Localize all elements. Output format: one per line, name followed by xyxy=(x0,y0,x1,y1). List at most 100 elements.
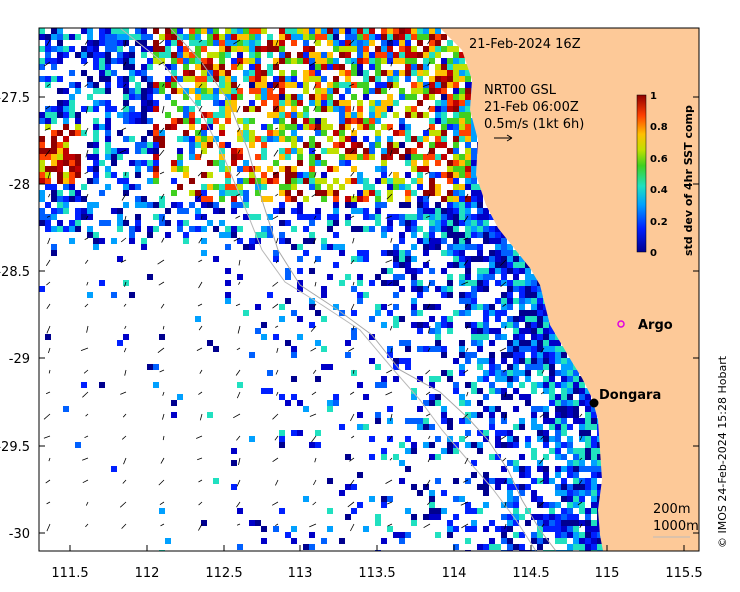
sst-pixel xyxy=(399,184,405,190)
sst-pixel xyxy=(357,112,363,118)
sst-pixel xyxy=(261,178,267,184)
sst-pixel xyxy=(117,34,123,40)
sst-pixel xyxy=(279,136,285,142)
sst-pixel xyxy=(381,34,387,40)
current-arrow xyxy=(233,413,241,419)
sst-pixel xyxy=(447,208,453,214)
current-arrow xyxy=(538,457,545,465)
sst-pixel xyxy=(399,460,405,466)
sst-pixel xyxy=(405,262,411,268)
sst-pixel xyxy=(411,268,417,274)
sst-pixel xyxy=(429,304,435,310)
current-arrow xyxy=(427,281,431,289)
sst-pixel xyxy=(477,448,483,454)
sst-pixel xyxy=(171,28,177,34)
sst-pixel xyxy=(555,526,561,532)
sst-pixel xyxy=(297,280,303,286)
sst-pixel xyxy=(393,112,399,118)
sst-pixel xyxy=(303,250,309,256)
current-arrow xyxy=(121,105,127,111)
sst-pixel xyxy=(165,52,171,58)
sst-pixel xyxy=(417,214,423,220)
sst-pixel xyxy=(249,106,255,112)
sst-pixel xyxy=(447,70,453,76)
sst-pixel xyxy=(357,172,363,178)
sst-pixel xyxy=(45,148,51,154)
sst-pixel xyxy=(207,202,213,208)
current-arrow xyxy=(428,237,431,242)
sst-pixel xyxy=(351,370,357,376)
sst-pixel xyxy=(369,280,375,286)
sst-pixel xyxy=(483,214,489,220)
y-tick: -28 xyxy=(9,178,699,193)
sst-pixel xyxy=(159,508,165,514)
sst-pixel xyxy=(339,154,345,160)
sst-pixel xyxy=(435,436,441,442)
current-arrow xyxy=(197,457,203,461)
sst-pixel xyxy=(507,298,513,304)
sst-pixel xyxy=(375,214,381,220)
sst-pixel xyxy=(39,154,45,160)
sst-pixel xyxy=(135,28,141,34)
sst-pixel xyxy=(381,268,387,274)
current-arrow xyxy=(238,281,241,285)
current-arrow xyxy=(121,127,127,131)
current-arrow xyxy=(272,413,279,420)
sst-pixel xyxy=(309,124,315,130)
sst-pixel xyxy=(459,340,465,346)
sst-pixel xyxy=(417,112,423,118)
sst-pixel xyxy=(273,178,279,184)
current-arrow xyxy=(198,325,203,331)
sst-pixel xyxy=(441,70,447,76)
sst-pixel xyxy=(573,388,579,394)
sst-pixel xyxy=(543,310,549,316)
sst-pixel xyxy=(387,154,393,160)
sst-pixel xyxy=(531,364,537,370)
sst-pixel xyxy=(333,304,339,310)
sst-pixel xyxy=(453,310,459,316)
sst-pixel xyxy=(87,106,93,112)
sst-pixel xyxy=(369,454,375,460)
sst-pixel xyxy=(291,70,297,76)
sst-pixel xyxy=(51,76,57,82)
sst-pixel xyxy=(459,394,465,400)
sst-pixel xyxy=(243,166,249,172)
sst-pixel xyxy=(105,76,111,82)
sst-pixel xyxy=(291,112,297,118)
sst-pixel xyxy=(99,70,105,76)
sst-pixel xyxy=(429,40,435,46)
sst-pixel xyxy=(531,490,537,496)
sst-pixel xyxy=(315,94,321,100)
sst-pixel xyxy=(105,46,111,52)
sst-pixel xyxy=(81,130,87,136)
sst-pixel xyxy=(435,46,441,52)
sst-pixel xyxy=(345,124,351,130)
sst-pixel xyxy=(237,544,243,550)
sst-pixel xyxy=(435,52,441,58)
sst-pixel xyxy=(363,178,369,184)
sst-pixel xyxy=(537,514,543,520)
sst-pixel xyxy=(243,136,249,142)
sst-pixel xyxy=(129,118,135,124)
sst-pixel xyxy=(561,376,567,382)
sst-pixel xyxy=(93,166,99,172)
sst-pixel xyxy=(153,172,159,178)
sst-pixel xyxy=(447,328,453,334)
sst-pixel xyxy=(243,40,249,46)
sst-pixel xyxy=(381,124,387,130)
sst-pixel xyxy=(585,520,591,526)
sst-pixel xyxy=(189,142,195,148)
sst-pixel xyxy=(201,88,207,94)
sst-pixel xyxy=(303,76,309,82)
sst-pixel xyxy=(525,436,531,442)
sst-pixel xyxy=(273,208,279,214)
sst-pixel xyxy=(543,454,549,460)
sst-pixel xyxy=(315,58,321,64)
sst-pixel xyxy=(195,46,201,52)
sst-pixel xyxy=(453,118,459,124)
sst-pixel xyxy=(321,244,327,250)
current-arrow xyxy=(200,215,203,220)
sst-pixel xyxy=(405,508,411,514)
sst-pixel xyxy=(261,76,267,82)
current-arrow xyxy=(86,193,89,198)
